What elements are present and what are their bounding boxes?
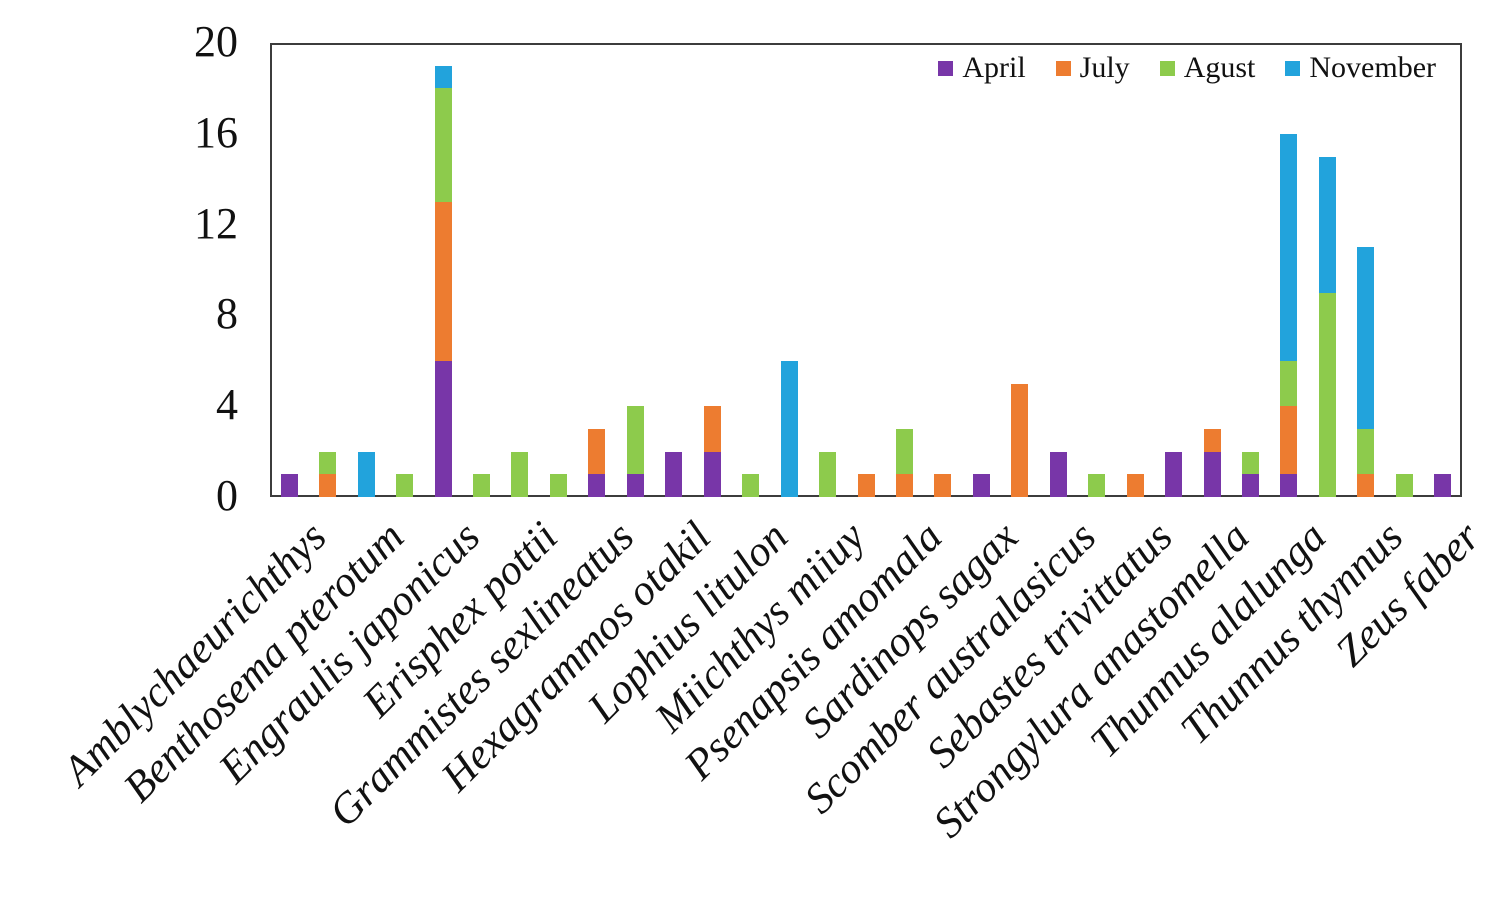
bar-segment-agust (1088, 474, 1106, 497)
bar-segment-april (626, 474, 644, 497)
bar (742, 474, 760, 497)
bar-segment-july (934, 474, 952, 497)
bar-segment-april (280, 474, 298, 497)
bar (1011, 383, 1029, 497)
legend-label: April (962, 51, 1026, 84)
bar-segment-july (703, 406, 721, 452)
bar (857, 474, 875, 497)
bar-segment-april (703, 451, 721, 497)
bar-segment-april (972, 474, 990, 497)
bar (780, 360, 798, 497)
bar-segment-july (319, 474, 337, 497)
bar-segment-agust (626, 406, 644, 475)
y-axis-tick-label: 20 (194, 17, 238, 67)
bar (934, 474, 952, 497)
legend-label: Agust (1183, 51, 1256, 84)
bar-segment-november (1318, 156, 1336, 293)
bar (280, 474, 298, 497)
legend: April July Agust November (938, 53, 1436, 83)
bar-segment-agust (1357, 428, 1375, 475)
bar-segment-agust (1395, 474, 1413, 497)
y-axis-tick-label: 0 (216, 471, 238, 521)
bar (511, 451, 529, 497)
bar-segment-july (1357, 474, 1375, 497)
bar-segment-agust (819, 451, 837, 497)
bar-segment-november (1280, 133, 1298, 361)
y-axis-tick-label: 4 (216, 380, 238, 430)
bar (895, 428, 913, 497)
bar-segment-april (434, 360, 452, 497)
bar-segment-agust (396, 474, 414, 497)
bar (1242, 451, 1260, 497)
bar-segment-agust (1242, 451, 1260, 475)
bar-segment-july (1280, 406, 1298, 475)
bar-segment-april (1242, 474, 1260, 497)
bar-segment-april (1280, 474, 1298, 497)
bar-segment-agust (1318, 292, 1336, 497)
bar-segment-july (588, 428, 606, 475)
bar-segment-april (1049, 451, 1067, 497)
bar-segment-july (857, 474, 875, 497)
bar-segment-agust (511, 451, 529, 497)
bar-segment-november (357, 451, 375, 497)
bar-segment-july (1203, 428, 1221, 452)
bar (626, 406, 644, 497)
bar-segment-agust (742, 474, 760, 497)
bar-segment-april (1434, 474, 1452, 497)
bar (549, 474, 567, 497)
bar (972, 474, 990, 497)
bar-segment-agust (895, 428, 913, 475)
bar (703, 406, 721, 497)
bar-segment-november (780, 360, 798, 497)
legend-swatch-icon (1055, 60, 1071, 76)
bar (1357, 247, 1375, 497)
bar (396, 474, 414, 497)
bar-segment-agust (1280, 360, 1298, 407)
bar (588, 428, 606, 497)
plot-area: April July Agust November (270, 43, 1462, 497)
bar (319, 451, 337, 497)
bar-segment-november (434, 65, 452, 89)
y-axis-tick-label: 16 (194, 107, 238, 157)
y-axis-tick-label: 8 (216, 289, 238, 339)
bar-segment-april (665, 451, 683, 497)
bar-segment-agust (319, 451, 337, 475)
bar-segment-november (1357, 247, 1375, 429)
bar (357, 451, 375, 497)
legend-label: November (1309, 51, 1436, 84)
bar (1280, 133, 1298, 497)
bar-segment-agust (472, 474, 490, 497)
bar (1434, 474, 1452, 497)
bar (1126, 474, 1144, 497)
legend-item-agust: Agust (1159, 51, 1256, 84)
legend-item-july: July (1055, 51, 1130, 84)
bar (1203, 428, 1221, 497)
bar-segment-july (434, 201, 452, 361)
bar (1395, 474, 1413, 497)
bar-segment-july (1126, 474, 1144, 497)
bar-segment-july (1011, 383, 1029, 497)
bar-segment-agust (549, 474, 567, 497)
legend-item-november: November (1285, 53, 1436, 83)
legend-item-april: April (938, 51, 1026, 84)
bar (1049, 451, 1067, 497)
bar (472, 474, 490, 497)
bar-segment-agust (434, 88, 452, 202)
legend-swatch-icon (938, 60, 954, 76)
legend-swatch-icon (1159, 60, 1175, 76)
bar-segment-july (895, 474, 913, 497)
legend-label: July (1079, 51, 1130, 84)
bar (665, 451, 683, 497)
bar (1318, 156, 1336, 497)
bar (1088, 474, 1106, 497)
bar-segment-april (1165, 451, 1183, 497)
bar (819, 451, 837, 497)
bar-segment-april (1203, 451, 1221, 497)
bar (434, 65, 452, 497)
bar-segment-april (588, 474, 606, 497)
legend-swatch-icon (1285, 60, 1301, 76)
y-axis-tick-label: 12 (194, 198, 238, 248)
bar (1165, 451, 1183, 497)
